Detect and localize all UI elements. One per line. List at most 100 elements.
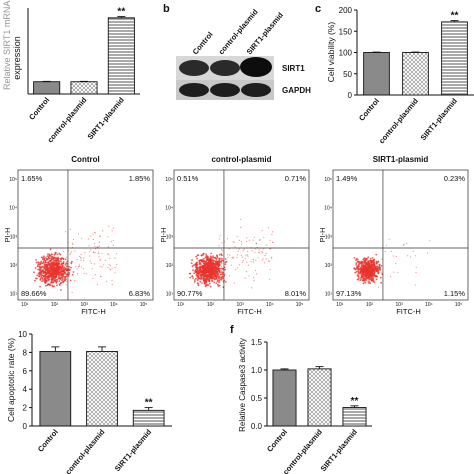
flow-event-dot <box>238 264 240 266</box>
flow-y-axis-label: PI-H <box>318 228 327 243</box>
flow-event-dot <box>85 273 87 275</box>
flow-event-dot <box>218 238 220 240</box>
flow-event-dot <box>206 263 209 266</box>
flow-event-dot <box>366 269 368 272</box>
flow-event-dot <box>220 267 222 270</box>
flow-event-dot <box>220 265 223 268</box>
flow-event-dot <box>376 266 379 269</box>
flow-x-tick-label: 10¹ <box>21 302 29 308</box>
flow-event-dot <box>388 238 390 240</box>
flow-event-dot <box>50 253 53 256</box>
flow-event-dot <box>236 236 238 238</box>
flow-event-dot <box>356 274 359 276</box>
flow-event-dot <box>55 267 58 270</box>
flow-event-dot <box>377 260 379 263</box>
flow-event-dot <box>244 277 246 279</box>
flow-event-dot <box>379 269 382 271</box>
flow-event-dot <box>54 270 57 273</box>
flow-event-dot <box>426 252 429 254</box>
flow-event-dot <box>95 248 97 250</box>
e-bar <box>132 409 165 427</box>
flow-event-dot <box>49 264 51 267</box>
flow-event-dot <box>57 269 59 272</box>
flow-event-dot <box>105 280 108 282</box>
flow-event-dot <box>63 277 65 280</box>
flow-event-dot <box>227 256 229 258</box>
flow-event-dot <box>93 263 96 265</box>
flow-event-dot <box>88 245 90 247</box>
flow-event-dot <box>369 282 371 285</box>
panel-a-ylabel-cut: Relative SIRT1 mRNA <box>2 1 12 90</box>
flow-event-dot <box>219 273 222 276</box>
flow-event-dot <box>224 268 227 271</box>
flow-event-dot <box>203 279 205 282</box>
flow-event-dot <box>50 257 53 260</box>
flow-event-dot <box>208 275 210 277</box>
flow-event-dot <box>265 258 267 260</box>
flow-event-dot <box>403 244 405 246</box>
panel-f-ylabel: Relative Caspase3 activity <box>238 338 247 432</box>
flow-event-dot <box>211 269 213 272</box>
flow-event-dot <box>191 265 194 268</box>
flow-event-dot <box>49 273 52 276</box>
flow-event-dot <box>69 252 71 254</box>
flow-event-dot <box>207 268 209 271</box>
flow-event-dot <box>197 272 200 275</box>
flow-event-dot <box>258 252 260 254</box>
a-bar <box>70 81 98 95</box>
flow-x-tick-label: 10¹ <box>177 302 185 308</box>
flow-event-dot <box>256 273 258 275</box>
flow-event-dot <box>365 266 368 268</box>
flow-panel-title: SIRT1-plasmid <box>373 155 429 164</box>
flow-event-dot <box>201 270 204 272</box>
flow-event-dot <box>63 279 66 282</box>
e-significance-mark: ** <box>145 398 153 409</box>
flow-event-dot <box>197 282 199 285</box>
flow-event-dot <box>116 263 118 266</box>
flow-event-dot <box>378 266 381 269</box>
flow-event-dot <box>242 261 244 263</box>
flow-event-dot <box>39 262 41 265</box>
flow-event-dot <box>375 253 378 256</box>
flow-event-dot <box>393 271 395 273</box>
flow-event-dot <box>205 277 208 280</box>
flow-event-dot <box>264 255 266 257</box>
flow-event-dot <box>218 268 220 270</box>
flow-panel-control-plasmid: control-plasmid 0.51% 0.71% 90.77% 8.01% FITC… <box>159 155 310 316</box>
flow-event-dot <box>114 267 116 269</box>
flow-event-dot <box>71 242 73 244</box>
flow-event-dot <box>80 259 82 261</box>
flow-y-tick-label: 10¹ <box>10 292 18 298</box>
flow-event-dot <box>207 270 210 273</box>
flow-event-dot <box>267 227 269 229</box>
flow-event-dot <box>218 280 221 282</box>
flow-event-dot <box>107 246 109 248</box>
flow-x-tick-label: 10¹ <box>336 302 344 308</box>
flow-event-dot <box>248 275 250 277</box>
flow-event-dot <box>56 271 59 274</box>
flow-event-dot <box>202 257 205 260</box>
f-category-label: SIRT1-plasmid <box>319 427 360 473</box>
flow-event-dot <box>78 264 80 266</box>
flow-event-dot <box>189 272 192 275</box>
flow-event-dot <box>48 267 51 270</box>
flow-event-dot <box>96 246 98 248</box>
flow-quadrant-upper-left: 1.49% <box>336 174 358 183</box>
a-category-label: SIRT1-plasmid <box>85 95 126 141</box>
flow-event-dot <box>203 271 206 274</box>
flow-event-dot <box>56 278 59 281</box>
lane-label-control: Control <box>191 30 215 56</box>
f-y-tick-label: 1.5 <box>251 338 263 347</box>
flow-event-dot <box>258 249 260 251</box>
flow-event-dot <box>52 259 55 262</box>
flow-event-dot <box>77 233 79 235</box>
flow-event-dot <box>218 284 221 287</box>
flow-event-dot <box>111 230 113 232</box>
flow-event-dot <box>257 257 259 259</box>
flow-event-dot <box>246 241 248 243</box>
flow-event-dot <box>371 264 373 267</box>
flow-y-tick-label: 10⁴ <box>165 206 173 212</box>
flow-event-dot <box>192 269 195 272</box>
flow-event-dot <box>368 274 370 276</box>
flow-event-dot <box>53 277 56 280</box>
